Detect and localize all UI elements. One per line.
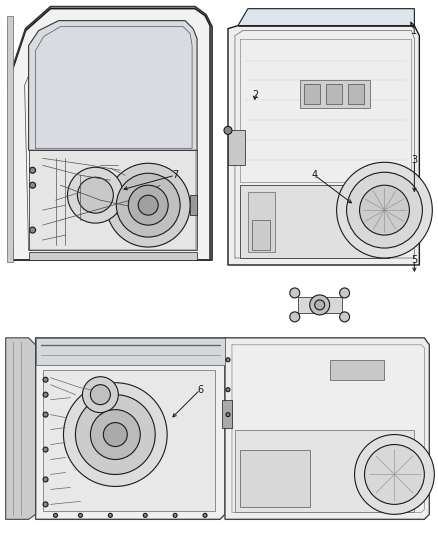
Polygon shape — [235, 430, 414, 512]
Circle shape — [108, 513, 112, 518]
Circle shape — [64, 383, 167, 487]
Circle shape — [360, 185, 410, 235]
Circle shape — [53, 513, 57, 518]
Polygon shape — [28, 21, 197, 150]
Bar — [326, 84, 342, 104]
Text: 1: 1 — [411, 26, 417, 36]
Circle shape — [78, 513, 82, 518]
Polygon shape — [35, 338, 225, 519]
Circle shape — [314, 300, 325, 310]
Circle shape — [43, 377, 48, 382]
Circle shape — [226, 358, 230, 362]
Circle shape — [224, 126, 232, 134]
Polygon shape — [238, 9, 414, 26]
Circle shape — [103, 423, 127, 447]
Circle shape — [43, 502, 48, 507]
Circle shape — [106, 163, 190, 247]
Circle shape — [226, 387, 230, 392]
Text: 7: 7 — [172, 170, 178, 180]
Circle shape — [43, 477, 48, 482]
Polygon shape — [28, 252, 197, 260]
Polygon shape — [240, 449, 310, 507]
Circle shape — [90, 385, 110, 405]
Bar — [348, 84, 364, 104]
Circle shape — [364, 445, 424, 504]
Polygon shape — [6, 338, 35, 519]
Circle shape — [339, 288, 350, 298]
Circle shape — [90, 410, 140, 459]
Polygon shape — [252, 220, 270, 250]
Circle shape — [43, 392, 48, 397]
Circle shape — [117, 173, 180, 237]
Polygon shape — [35, 338, 225, 365]
Polygon shape — [28, 150, 197, 250]
Circle shape — [226, 413, 230, 417]
Polygon shape — [248, 192, 275, 252]
Circle shape — [82, 377, 118, 413]
Circle shape — [346, 172, 422, 248]
Polygon shape — [298, 297, 342, 313]
Circle shape — [173, 513, 177, 518]
Polygon shape — [190, 195, 197, 215]
Polygon shape — [42, 370, 215, 511]
Text: 4: 4 — [311, 170, 318, 180]
Circle shape — [43, 412, 48, 417]
Polygon shape — [225, 338, 429, 519]
Circle shape — [78, 177, 113, 213]
Text: 5: 5 — [411, 255, 417, 265]
Circle shape — [43, 447, 48, 452]
Circle shape — [30, 182, 35, 188]
Text: 6: 6 — [197, 385, 203, 394]
Polygon shape — [7, 15, 13, 262]
Circle shape — [355, 434, 434, 514]
Polygon shape — [222, 400, 232, 427]
Text: 3: 3 — [411, 155, 417, 165]
Circle shape — [143, 513, 147, 518]
Circle shape — [339, 312, 350, 322]
Circle shape — [290, 288, 300, 298]
Circle shape — [30, 167, 35, 173]
Circle shape — [75, 394, 155, 474]
Circle shape — [310, 295, 330, 315]
Circle shape — [67, 167, 124, 223]
Circle shape — [203, 513, 207, 518]
Text: 2: 2 — [252, 91, 258, 100]
Circle shape — [30, 227, 35, 233]
Polygon shape — [228, 131, 245, 165]
Bar — [300, 80, 370, 108]
Polygon shape — [240, 185, 389, 258]
Polygon shape — [9, 9, 210, 260]
Circle shape — [290, 312, 300, 322]
Circle shape — [138, 195, 158, 215]
Circle shape — [128, 185, 168, 225]
Circle shape — [337, 162, 432, 258]
Bar — [330, 360, 385, 379]
Polygon shape — [228, 26, 419, 265]
Bar — [304, 84, 320, 104]
